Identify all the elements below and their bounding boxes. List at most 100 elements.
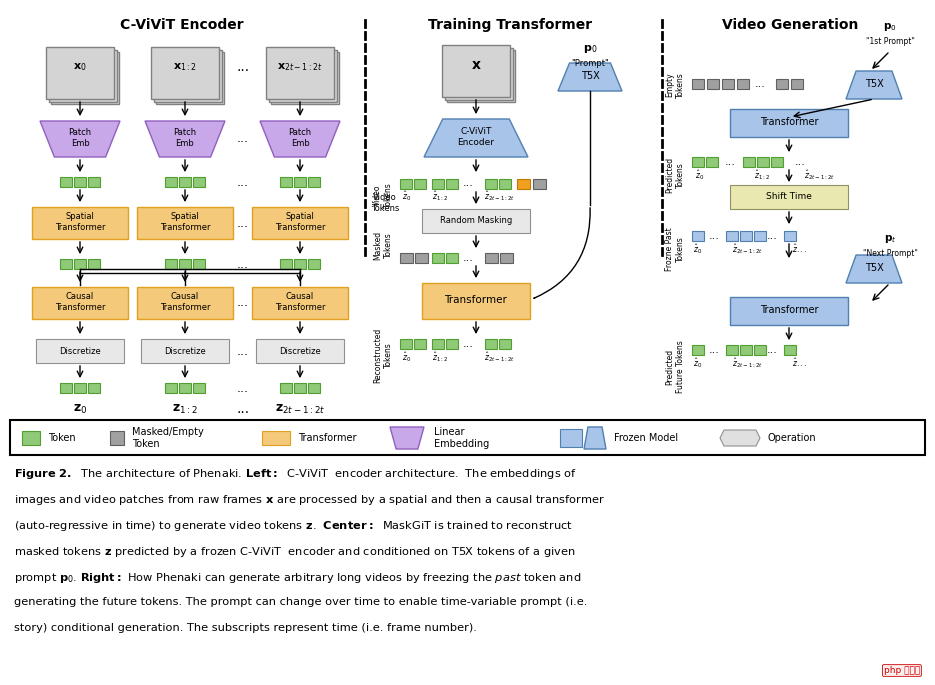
Text: Operation: Operation	[768, 433, 816, 443]
FancyBboxPatch shape	[88, 177, 100, 187]
Text: $\hat{z}_{2t-1:2t}$: $\hat{z}_{2t-1:2t}$	[804, 168, 836, 182]
Text: Video Generation: Video Generation	[722, 18, 858, 32]
FancyBboxPatch shape	[154, 50, 222, 102]
Text: T5X: T5X	[581, 71, 599, 81]
FancyBboxPatch shape	[256, 339, 344, 363]
Text: Reconstructed
Tokens: Reconstructed Tokens	[373, 327, 393, 383]
Text: Discretize: Discretize	[59, 347, 101, 356]
Text: C-ViViT
Encoder: C-ViViT Encoder	[457, 127, 495, 147]
Text: Transformer: Transformer	[444, 295, 508, 305]
Text: $\mathbf{x}_{2t-1:2t}$: $\mathbf{x}_{2t-1:2t}$	[277, 61, 323, 73]
FancyBboxPatch shape	[442, 45, 510, 97]
FancyBboxPatch shape	[432, 179, 444, 189]
Text: Masked/Empty
Token: Masked/Empty Token	[132, 427, 204, 449]
FancyBboxPatch shape	[151, 47, 219, 99]
FancyBboxPatch shape	[74, 177, 86, 187]
FancyBboxPatch shape	[740, 231, 752, 241]
Text: ...: ...	[237, 295, 249, 308]
Text: ...: ...	[709, 231, 719, 241]
FancyBboxPatch shape	[51, 52, 119, 104]
FancyBboxPatch shape	[280, 177, 292, 187]
Text: Causal
Transformer: Causal Transformer	[160, 292, 210, 312]
Polygon shape	[260, 121, 340, 157]
Text: $\hat{z}_{2t-1:2t}$: $\hat{z}_{2t-1:2t}$	[732, 242, 764, 256]
FancyBboxPatch shape	[60, 177, 72, 187]
FancyBboxPatch shape	[74, 383, 86, 393]
FancyBboxPatch shape	[88, 259, 100, 269]
FancyBboxPatch shape	[88, 383, 100, 393]
Text: ...: ...	[709, 345, 719, 355]
Text: ...: ...	[767, 345, 777, 355]
FancyBboxPatch shape	[432, 339, 444, 349]
FancyBboxPatch shape	[692, 79, 704, 89]
Text: Empty
Tokens: Empty Tokens	[666, 72, 684, 98]
Text: ...: ...	[755, 79, 766, 89]
FancyBboxPatch shape	[446, 339, 458, 349]
Text: Frozne Past
Tokens: Frozne Past Tokens	[666, 227, 684, 271]
Text: ...: ...	[463, 339, 473, 349]
FancyBboxPatch shape	[141, 339, 229, 363]
Text: story) conditional generation. The subscripts represent time (i.e. frame number): story) conditional generation. The subsc…	[14, 623, 477, 633]
FancyBboxPatch shape	[308, 259, 320, 269]
Text: Patch
Emb: Patch Emb	[173, 128, 196, 148]
FancyBboxPatch shape	[400, 179, 412, 189]
Text: T5X: T5X	[865, 79, 884, 89]
FancyBboxPatch shape	[730, 297, 848, 325]
Text: Video
Tokens: Video Tokens	[373, 182, 393, 208]
Polygon shape	[846, 71, 902, 99]
FancyBboxPatch shape	[485, 253, 498, 263]
FancyBboxPatch shape	[499, 339, 511, 349]
Text: ...: ...	[237, 402, 250, 416]
Text: Discretize: Discretize	[280, 347, 321, 356]
Text: $\mathbf{z}_{2t-1:2t}$: $\mathbf{z}_{2t-1:2t}$	[275, 403, 325, 416]
Text: Patch
Emb: Patch Emb	[288, 128, 311, 148]
Text: Spatial
Transformer: Spatial Transformer	[55, 212, 106, 232]
Text: $\mathbf{p}_t$: $\mathbf{p}_t$	[884, 233, 897, 245]
FancyBboxPatch shape	[400, 253, 413, 263]
FancyBboxPatch shape	[432, 253, 444, 263]
Text: Transformer: Transformer	[760, 117, 818, 127]
FancyBboxPatch shape	[500, 253, 513, 263]
Text: ...: ...	[767, 231, 777, 241]
FancyBboxPatch shape	[165, 259, 177, 269]
FancyBboxPatch shape	[784, 345, 796, 355]
Text: Masked
Tokens: Masked Tokens	[373, 230, 393, 260]
FancyBboxPatch shape	[692, 345, 704, 355]
Text: Linear
Embedding: Linear Embedding	[434, 427, 489, 449]
Text: $\hat{z}_0$: $\hat{z}_0$	[694, 242, 702, 256]
FancyBboxPatch shape	[137, 207, 233, 239]
FancyBboxPatch shape	[754, 231, 766, 241]
FancyBboxPatch shape	[730, 109, 848, 137]
Text: ...: ...	[237, 258, 249, 271]
Polygon shape	[390, 427, 424, 449]
FancyBboxPatch shape	[252, 207, 348, 239]
Text: Frozen Model: Frozen Model	[614, 433, 678, 443]
Text: ...: ...	[237, 382, 249, 395]
Text: generating the future tokens. The prompt can change over time to enable time-var: generating the future tokens. The prompt…	[14, 597, 587, 607]
FancyBboxPatch shape	[692, 157, 704, 167]
FancyBboxPatch shape	[137, 287, 233, 319]
FancyBboxPatch shape	[60, 383, 72, 393]
FancyBboxPatch shape	[32, 287, 128, 319]
FancyBboxPatch shape	[280, 383, 292, 393]
Text: Predicted
Future Tokens: Predicted Future Tokens	[666, 340, 684, 393]
FancyBboxPatch shape	[165, 177, 177, 187]
FancyBboxPatch shape	[726, 345, 738, 355]
FancyBboxPatch shape	[784, 231, 796, 241]
FancyBboxPatch shape	[110, 431, 124, 445]
Text: $\mathbf{x}_0$: $\mathbf{x}_0$	[73, 61, 87, 73]
Text: Token: Token	[48, 433, 76, 443]
FancyBboxPatch shape	[156, 52, 224, 104]
FancyBboxPatch shape	[49, 50, 117, 102]
Text: $\hat{z}_{2t-1:2t}$: $\hat{z}_{2t-1:2t}$	[484, 350, 515, 364]
Polygon shape	[40, 121, 120, 157]
Text: $\hat{z}_{1:2}$: $\hat{z}_{1:2}$	[432, 189, 448, 203]
FancyBboxPatch shape	[414, 339, 426, 349]
FancyBboxPatch shape	[560, 429, 582, 447]
Text: $\mathbf{x}$: $\mathbf{x}$	[470, 58, 482, 72]
Polygon shape	[720, 430, 760, 446]
Text: Spatial
Transformer: Spatial Transformer	[275, 212, 325, 232]
FancyBboxPatch shape	[294, 383, 306, 393]
Text: ...: ...	[237, 216, 249, 229]
FancyBboxPatch shape	[730, 185, 848, 209]
